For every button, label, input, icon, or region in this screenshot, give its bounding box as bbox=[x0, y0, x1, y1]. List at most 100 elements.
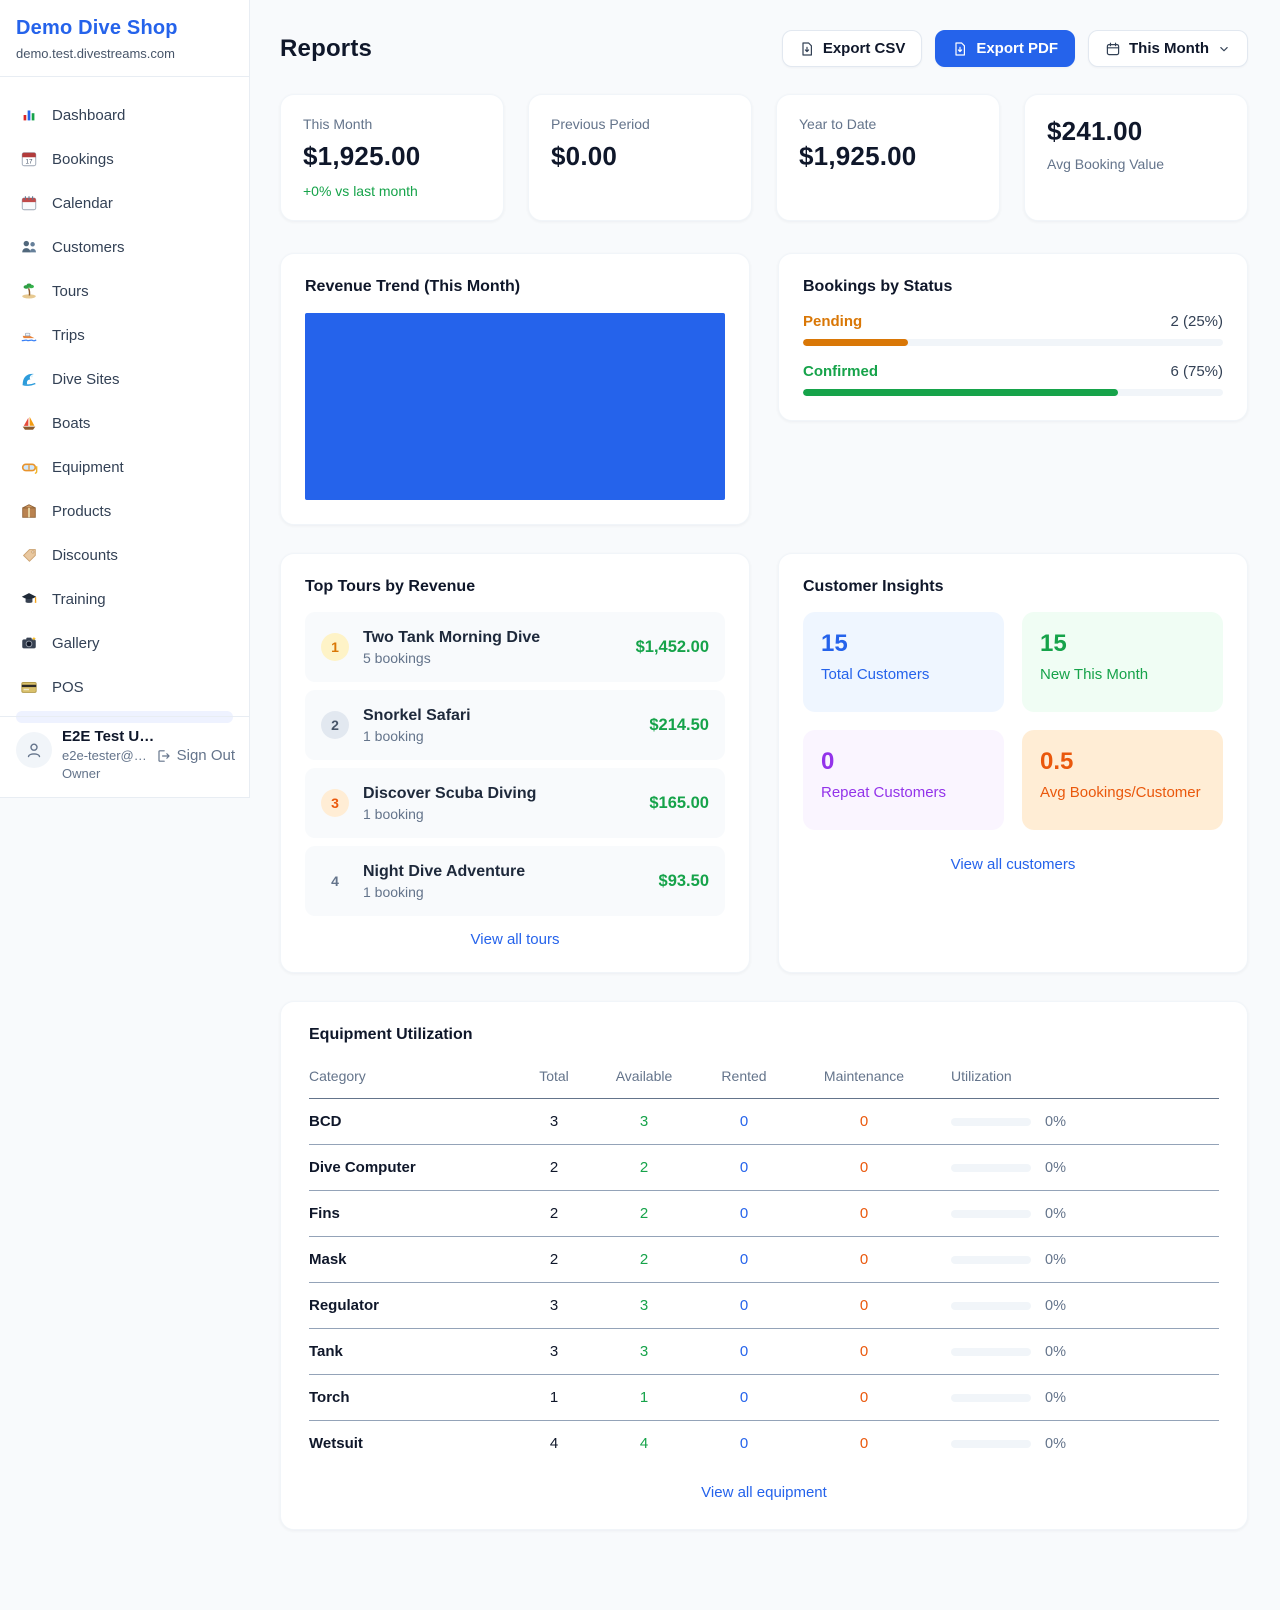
sidebar-item-label: Bookings bbox=[52, 150, 114, 168]
sidebar-item-tours[interactable]: Tours bbox=[8, 269, 241, 313]
stat-label: Year to Date bbox=[799, 116, 877, 132]
tour-bookings: 5 bookings bbox=[363, 649, 431, 666]
tour-name: Night Dive Adventure bbox=[363, 862, 526, 880]
dive-mask-icon bbox=[20, 458, 38, 476]
sidebar-item-label: Boats bbox=[52, 414, 91, 432]
stat-value: $1,925.00 bbox=[303, 141, 421, 171]
cell-category: Wetsuit bbox=[309, 1435, 363, 1452]
sidebar-item-label: Trips bbox=[52, 326, 85, 344]
cell-utilization: 0% bbox=[929, 1098, 1219, 1145]
utilization-track bbox=[951, 1347, 1031, 1356]
island-icon bbox=[20, 282, 38, 300]
cell-total: 3 bbox=[509, 1328, 599, 1375]
cell-utilization: 0% bbox=[929, 1282, 1219, 1329]
sidebar-item-trips[interactable]: Trips bbox=[8, 313, 241, 357]
sidebar-item-customers[interactable]: Customers bbox=[8, 225, 241, 269]
view-all-tours-link[interactable]: View all tours bbox=[470, 931, 560, 948]
cell-utilization: 0% bbox=[929, 1374, 1219, 1421]
progress-fill bbox=[803, 339, 908, 346]
cell-available: 2 bbox=[599, 1190, 689, 1237]
tile-label: Repeat Customers bbox=[821, 784, 947, 801]
sign-out-button[interactable]: Sign Out bbox=[155, 747, 235, 764]
progress-fill bbox=[803, 389, 1118, 396]
credit-card-icon bbox=[20, 678, 38, 696]
utilization-track bbox=[951, 1209, 1031, 1218]
equipment-table-body: BCD 3 3 0 0 0% Dive Computer 2 2 0 0 0% Fins 2 2 0 0 0% Ma… bbox=[309, 1098, 1219, 1467]
cell-maintenance: 0 bbox=[799, 1144, 929, 1191]
sidebar-item-pos[interactable]: POS bbox=[8, 665, 241, 709]
export-csv-button[interactable]: Export CSV bbox=[781, 30, 923, 67]
utilization-percent: 0% bbox=[1045, 1159, 1066, 1176]
rank-badge: 3 bbox=[321, 789, 349, 817]
calendar-date-icon: 17 bbox=[20, 150, 38, 168]
sidebar-item-label: Products bbox=[52, 502, 112, 520]
cell-available: 4 bbox=[639, 1435, 649, 1452]
table-row: Regulator 3 3 0 0 0% bbox=[309, 1282, 1219, 1329]
cell-utilization: 0% bbox=[929, 1144, 1219, 1191]
cell-rented: 0 bbox=[739, 1435, 749, 1452]
page-title: Reports bbox=[280, 34, 373, 62]
period-dropdown[interactable]: This Month bbox=[1088, 30, 1248, 67]
graduation-cap-icon bbox=[20, 590, 38, 608]
brand-domain: demo.test.divestreams.com bbox=[16, 46, 175, 61]
tour-bookings: 1 booking bbox=[363, 727, 424, 744]
cell-maintenance: 0 bbox=[799, 1328, 929, 1375]
cell-maintenance: 0 bbox=[799, 1282, 929, 1329]
sidebar-item-bookings[interactable]: 17 Bookings bbox=[8, 137, 241, 181]
tour-revenue: $93.50 bbox=[658, 871, 709, 890]
cell-maintenance: 0 bbox=[799, 1236, 929, 1283]
utilization-track bbox=[951, 1393, 1031, 1402]
status-label: Pending bbox=[803, 313, 863, 330]
sidebar-item-calendar[interactable]: Calendar bbox=[8, 181, 241, 225]
column-header-total: Total bbox=[509, 1058, 599, 1099]
dashboard-grid: Revenue Trend (This Month) Bookings by S… bbox=[280, 253, 1248, 973]
cell-rented: 0 bbox=[689, 1144, 799, 1191]
status-count: 2 (25%) bbox=[1170, 313, 1223, 330]
cell-available: 1 bbox=[599, 1374, 689, 1421]
table-row: BCD 3 3 0 0 0% bbox=[309, 1098, 1219, 1145]
sidebar-item-boats[interactable]: Boats bbox=[8, 401, 241, 445]
utilization-percent: 0% bbox=[1045, 1389, 1066, 1406]
tag-icon bbox=[20, 546, 38, 564]
sidebar-item-reports-partial[interactable] bbox=[16, 711, 233, 723]
view-all-equipment-link[interactable]: View all equipment bbox=[701, 1484, 827, 1501]
tour-name: Snorkel Safari bbox=[363, 706, 471, 724]
spiral-calendar-icon bbox=[20, 194, 38, 212]
column-header-maintenance: Maintenance bbox=[799, 1058, 929, 1099]
brand-name: Demo Dive Shop bbox=[16, 17, 178, 39]
table-row: Tank 3 3 0 0 0% bbox=[309, 1328, 1219, 1375]
sign-out-label: Sign Out bbox=[176, 747, 235, 764]
sidebar-item-gallery[interactable]: Gallery bbox=[8, 621, 241, 665]
sidebar-item-equipment[interactable]: Equipment bbox=[8, 445, 241, 489]
sidebar-item-dive-sites[interactable]: Dive Sites bbox=[8, 357, 241, 401]
insight-tile-total-customers: 15 Total Customers bbox=[803, 612, 1004, 712]
person-icon bbox=[27, 743, 41, 758]
tour-revenue: $1,452.00 bbox=[635, 637, 709, 656]
sidebar-item-training[interactable]: Training bbox=[8, 577, 241, 621]
utilization-track bbox=[951, 1255, 1031, 1264]
progress-track bbox=[803, 339, 1223, 346]
status-row-confirmed: Confirmed 6 (75%) bbox=[803, 363, 1223, 396]
tour-row: 4 Night Dive Adventure 1 booking $93.50 bbox=[305, 846, 725, 916]
cell-available: 2 bbox=[599, 1144, 689, 1191]
chevron-down-icon bbox=[1220, 46, 1228, 51]
sidebar-item-label: Dive Sites bbox=[52, 370, 120, 388]
people-icon bbox=[20, 238, 38, 256]
cell-rented: 0 bbox=[689, 1328, 799, 1375]
avatar bbox=[16, 732, 52, 768]
sidebar-item-dashboard[interactable]: Dashboard bbox=[8, 93, 241, 137]
view-all-customers-link[interactable]: View all customers bbox=[950, 856, 1076, 873]
sailboat-icon bbox=[20, 414, 38, 432]
column-header-rented: Rented bbox=[689, 1058, 799, 1099]
insight-tile-new-this-month: 15 New This Month bbox=[1022, 612, 1223, 712]
sidebar-item-discounts[interactable]: Discounts bbox=[8, 533, 241, 577]
status-count: 6 (75%) bbox=[1170, 363, 1223, 380]
sidebar-item-products[interactable]: Products bbox=[8, 489, 241, 533]
stat-value: $241.00 bbox=[1047, 116, 1143, 146]
divider bbox=[0, 76, 249, 77]
tour-row: 1 Two Tank Morning Dive 5 bookings $1,45… bbox=[305, 612, 725, 682]
page-header: Reports Export CSV Export PDF This Month bbox=[280, 30, 1248, 67]
cell-available: 3 bbox=[599, 1098, 689, 1145]
export-pdf-button[interactable]: Export PDF bbox=[935, 30, 1076, 67]
cell-rented: 0 bbox=[689, 1190, 799, 1237]
